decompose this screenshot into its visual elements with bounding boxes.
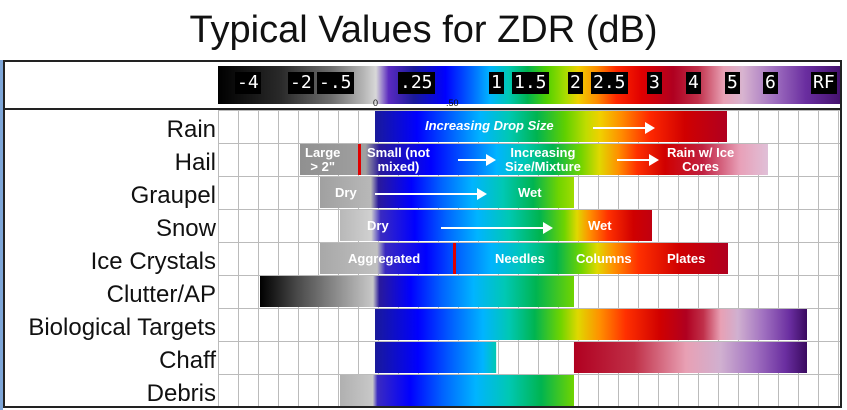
bar-biological xyxy=(375,309,807,340)
scale-label-4: 4 xyxy=(686,72,701,94)
ann-hail-rain: Rain w/ Ice Cores xyxy=(667,145,735,174)
scale-label-neg4: -4 xyxy=(235,72,261,94)
arrow-rain xyxy=(593,122,655,134)
arrow-graupel xyxy=(375,188,487,200)
row-label-graupel: Graupel xyxy=(130,182,216,209)
scale-label-neg05: -.5 xyxy=(317,72,354,94)
tick-label-050: .50 xyxy=(446,98,459,108)
hail-red-marker xyxy=(358,144,361,175)
row-label-debris: Debris xyxy=(146,380,216,407)
bar-rain xyxy=(375,111,727,142)
ann-ice-needles: Needles xyxy=(495,251,545,266)
ann-hail-large: Large > 2" xyxy=(305,145,341,174)
ann-hail-increasing: Increasing Size/Mixture xyxy=(505,145,581,174)
bar-clutter xyxy=(260,276,574,307)
row-label-rain: Rain xyxy=(166,116,216,143)
ann-increasing-drop-size: Increasing Drop Size xyxy=(425,118,554,133)
scale-label-6: 6 xyxy=(763,72,778,94)
bar-hail xyxy=(300,144,768,175)
scale-label-rf: RF xyxy=(811,72,837,94)
scale-label-1: 1 xyxy=(489,72,504,94)
row-label-biological: Biological Targets xyxy=(28,314,216,341)
scale-label-15: 1.5 xyxy=(512,72,549,94)
scale-label-neg2: -2 xyxy=(288,72,314,94)
ann-snow-dry: Dry xyxy=(367,218,389,233)
arrow-snow xyxy=(441,222,553,234)
bar-snow xyxy=(340,210,652,241)
row-label-chaff: Chaff xyxy=(159,347,216,374)
header-divider xyxy=(5,108,840,110)
zdr-diagram: -4 -2 -.5 .25 1 1.5 2 2.5 3 4 5 6 RF 0 .… xyxy=(3,60,842,408)
page-title: Typical Values for ZDR (dB) xyxy=(189,9,658,51)
tick-label-0: 0 xyxy=(373,98,379,108)
ann-snow-wet: Wet xyxy=(588,218,612,233)
bar-ice-crystals xyxy=(320,243,728,274)
bar-graupel xyxy=(320,177,574,208)
row-label-snow: Snow xyxy=(155,215,216,242)
scale-label-5: 5 xyxy=(725,72,740,94)
ann-ice-plates: Plates xyxy=(667,251,706,266)
scale-label-2: 2 xyxy=(568,72,583,94)
ann-ice-columns: Columns xyxy=(576,251,632,266)
ice-red-marker xyxy=(453,243,456,274)
scale-label-25: 2.5 xyxy=(591,72,628,94)
arrow-hail-2 xyxy=(617,154,659,166)
row-label-hail: Hail xyxy=(174,149,216,176)
row-label-clutter: Clutter/AP xyxy=(106,281,216,308)
ann-hail-small: Small (not mixed) xyxy=(367,145,430,174)
ann-graupel-wet: Wet xyxy=(518,185,542,200)
bar-debris xyxy=(340,375,574,406)
left-edge-accent xyxy=(0,60,3,410)
arrow-hail-1 xyxy=(458,154,496,166)
ann-ice-aggregated: Aggregated xyxy=(348,251,421,266)
scale-label-3: 3 xyxy=(647,72,662,94)
row-label-ice-crystals: Ice Crystals xyxy=(90,248,216,275)
bar-chaff xyxy=(375,342,807,373)
ann-graupel-dry: Dry xyxy=(335,185,357,200)
scale-label-025: .25 xyxy=(398,72,435,94)
